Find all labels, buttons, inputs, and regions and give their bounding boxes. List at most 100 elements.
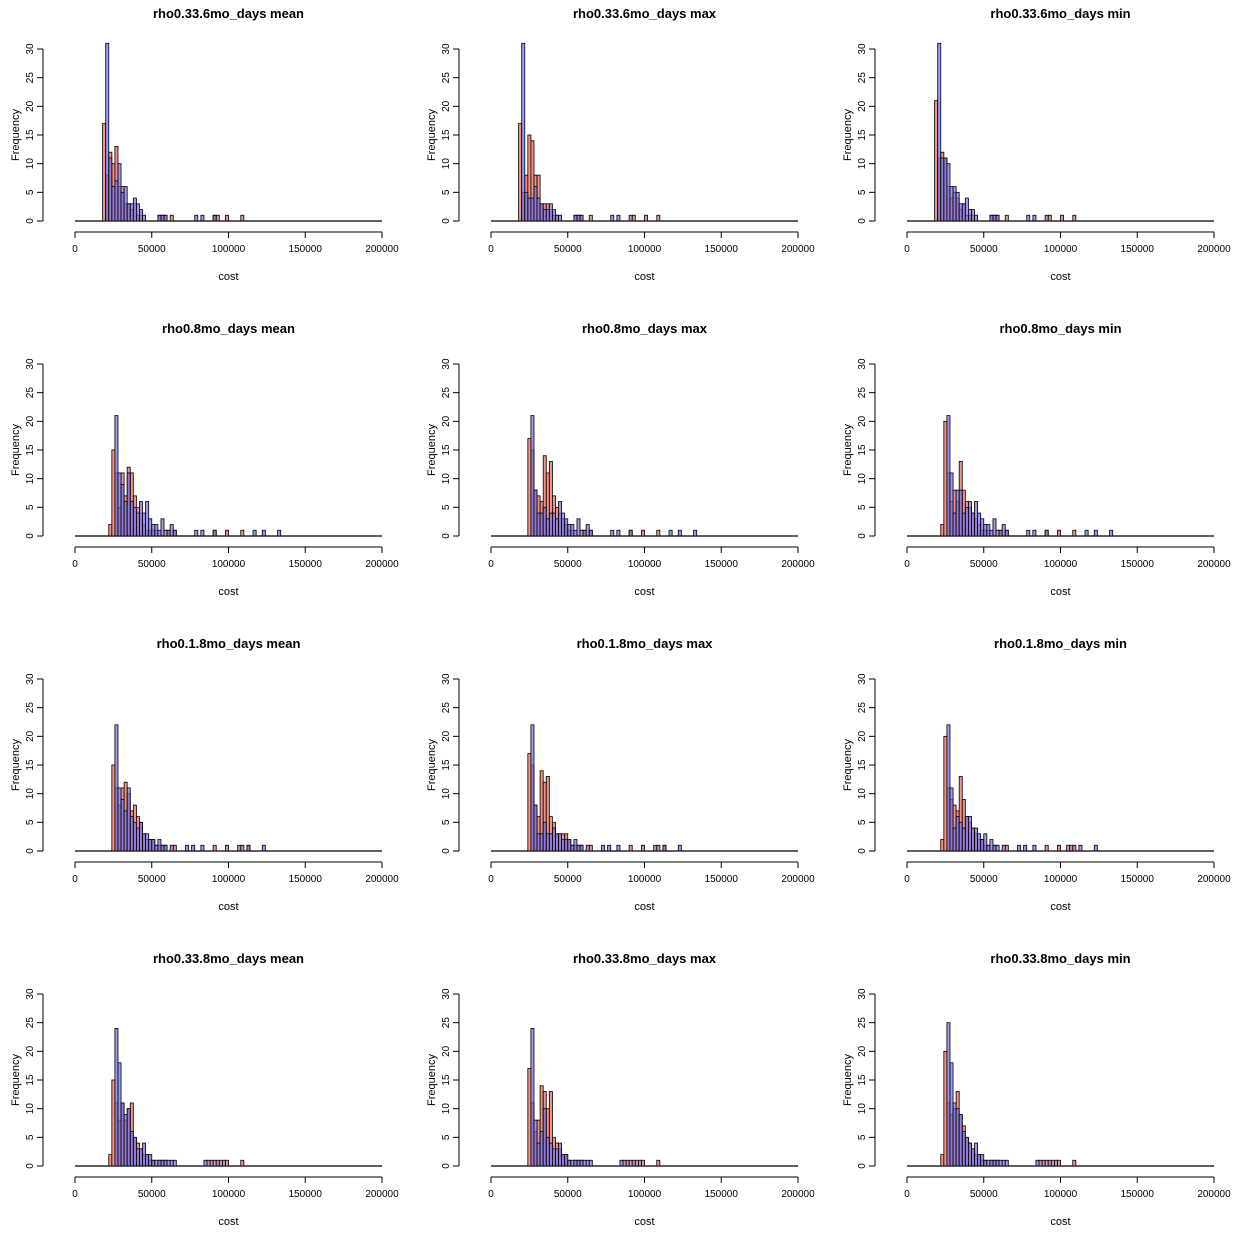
blue-histogram-bar bbox=[1084, 529, 1089, 537]
blue-histogram-bar bbox=[172, 529, 177, 537]
blue-histogram-bar bbox=[157, 214, 162, 222]
red-histogram-bar bbox=[108, 524, 113, 537]
y-tick-label: 0 bbox=[25, 218, 36, 224]
y-axis-label: Frequency bbox=[426, 739, 438, 791]
red-histogram-bar bbox=[940, 839, 945, 852]
blue-histogram-bar bbox=[555, 833, 559, 852]
red-histogram-bar bbox=[1072, 1159, 1077, 1167]
blue-histogram-bar bbox=[117, 472, 122, 537]
blue-histogram-bar bbox=[585, 844, 590, 852]
blue-histogram-bar bbox=[946, 1022, 951, 1167]
blue-histogram-bar bbox=[129, 816, 134, 852]
blue-histogram-bar bbox=[983, 524, 988, 537]
x-tick-label: 100000 bbox=[212, 1189, 246, 1200]
blue-histogram-bar bbox=[142, 512, 147, 537]
blue-histogram-bar bbox=[601, 844, 605, 852]
blue-histogram-bar bbox=[955, 191, 960, 222]
blue-histogram-bar bbox=[952, 512, 957, 537]
blue-histogram-bar bbox=[521, 42, 526, 222]
blue-histogram-bar bbox=[542, 506, 547, 537]
x-tick-label: 50000 bbox=[138, 874, 166, 885]
red-histogram-bar bbox=[240, 1159, 245, 1167]
x-tick-label: 200000 bbox=[1197, 559, 1231, 570]
blue-histogram-bar bbox=[114, 724, 119, 852]
histogram-panel: rho0.33.8mo_days min Frequency cost 0 5 10 15 2… bbox=[842, 951, 1231, 1228]
blue-histogram-bar bbox=[576, 518, 581, 537]
y-tick-label: 30 bbox=[441, 358, 452, 370]
blue-histogram-bar bbox=[132, 821, 137, 852]
blue-histogram-bar bbox=[169, 524, 174, 537]
x-axis-label: cost bbox=[634, 586, 654, 598]
blue-histogram-bar bbox=[132, 506, 137, 537]
blue-histogram-bar bbox=[169, 844, 174, 852]
blue-histogram-bar bbox=[126, 1108, 131, 1167]
blue-histogram-bar bbox=[558, 501, 563, 537]
x-tick-label: 150000 bbox=[705, 244, 739, 255]
y-tick-label: 15 bbox=[441, 1074, 452, 1086]
red-histogram-bar bbox=[644, 214, 648, 222]
blue-histogram-bar bbox=[989, 1159, 994, 1167]
blue-histogram-bar bbox=[964, 816, 969, 852]
y-axis-label: Frequency bbox=[10, 424, 22, 476]
x-tick-label: 200000 bbox=[1197, 874, 1231, 885]
blue-histogram-bar bbox=[961, 512, 966, 537]
x-tick-label: 100000 bbox=[628, 559, 662, 570]
blue-histogram-bar bbox=[203, 1159, 208, 1167]
blue-histogram-bar bbox=[946, 163, 951, 222]
blue-histogram-bar bbox=[160, 1159, 165, 1167]
blue-histogram-bar bbox=[132, 197, 137, 222]
blue-histogram-bar bbox=[955, 1108, 960, 1167]
red-histogram-bar bbox=[641, 844, 645, 852]
blue-histogram-bar bbox=[582, 529, 587, 537]
x-tick-label: 100000 bbox=[1044, 1189, 1078, 1200]
red-histogram-bar bbox=[218, 1159, 223, 1167]
red-histogram-bar bbox=[940, 524, 945, 537]
y-tick-label: 15 bbox=[441, 759, 452, 771]
blue-histogram-bar bbox=[1109, 529, 1114, 537]
blue-histogram-bar bbox=[1026, 529, 1031, 537]
red-histogram-bar bbox=[1072, 844, 1077, 852]
chart-title: rho0.33.8mo_days max bbox=[573, 951, 717, 966]
blue-histogram-bar bbox=[157, 839, 162, 852]
blue-histogram-bar bbox=[937, 42, 942, 222]
blue-histogram-bar bbox=[967, 501, 972, 537]
red-histogram-bar bbox=[1050, 1159, 1055, 1167]
blue-histogram-bar bbox=[212, 529, 217, 537]
histogram-panel: rho0.8mo_days min Frequency cost 0 5 10 15 20 25… bbox=[842, 321, 1231, 598]
blue-histogram-bar bbox=[139, 1148, 143, 1167]
x-axis-label: cost bbox=[1050, 901, 1070, 913]
blue-histogram-bar bbox=[964, 1136, 969, 1167]
red-histogram-bar bbox=[1038, 1159, 1043, 1167]
y-tick-label: 30 bbox=[857, 988, 868, 1000]
blue-histogram-bar bbox=[524, 191, 529, 222]
blue-histogram-bar bbox=[585, 524, 590, 537]
y-tick-label: 5 bbox=[857, 1134, 868, 1140]
y-tick-label: 5 bbox=[441, 1134, 452, 1140]
x-tick-label: 100000 bbox=[212, 559, 246, 570]
y-tick-label: 20 bbox=[441, 730, 452, 742]
blue-histogram-bar bbox=[117, 1062, 122, 1167]
y-axis-label: Frequency bbox=[842, 109, 854, 161]
blue-histogram-bar bbox=[160, 844, 165, 852]
red-histogram-bar bbox=[934, 100, 939, 222]
red-histogram-bar bbox=[641, 529, 645, 537]
x-tick-label: 100000 bbox=[628, 874, 662, 885]
y-axis-label: Frequency bbox=[842, 424, 854, 476]
blue-histogram-bar bbox=[616, 844, 621, 852]
y-tick-label: 10 bbox=[857, 788, 868, 800]
blue-histogram-bar bbox=[564, 518, 569, 537]
blue-histogram-bar bbox=[974, 1142, 979, 1167]
blue-histogram-bar bbox=[135, 203, 140, 222]
x-tick-label: 200000 bbox=[365, 1189, 399, 1200]
blue-histogram-bar bbox=[588, 529, 593, 537]
blue-histogram-bar bbox=[967, 209, 972, 222]
blue-histogram-bar bbox=[129, 1131, 134, 1167]
blue-histogram-bar bbox=[662, 844, 667, 852]
red-histogram-bar bbox=[656, 214, 661, 222]
blue-histogram-bar bbox=[576, 1159, 581, 1167]
x-tick-label: 0 bbox=[904, 1189, 910, 1200]
blue-histogram-bar bbox=[983, 833, 988, 852]
blue-histogram-bar bbox=[983, 1159, 988, 1167]
blue-histogram-bar bbox=[989, 839, 994, 852]
y-axis-label: Frequency bbox=[426, 1054, 438, 1106]
